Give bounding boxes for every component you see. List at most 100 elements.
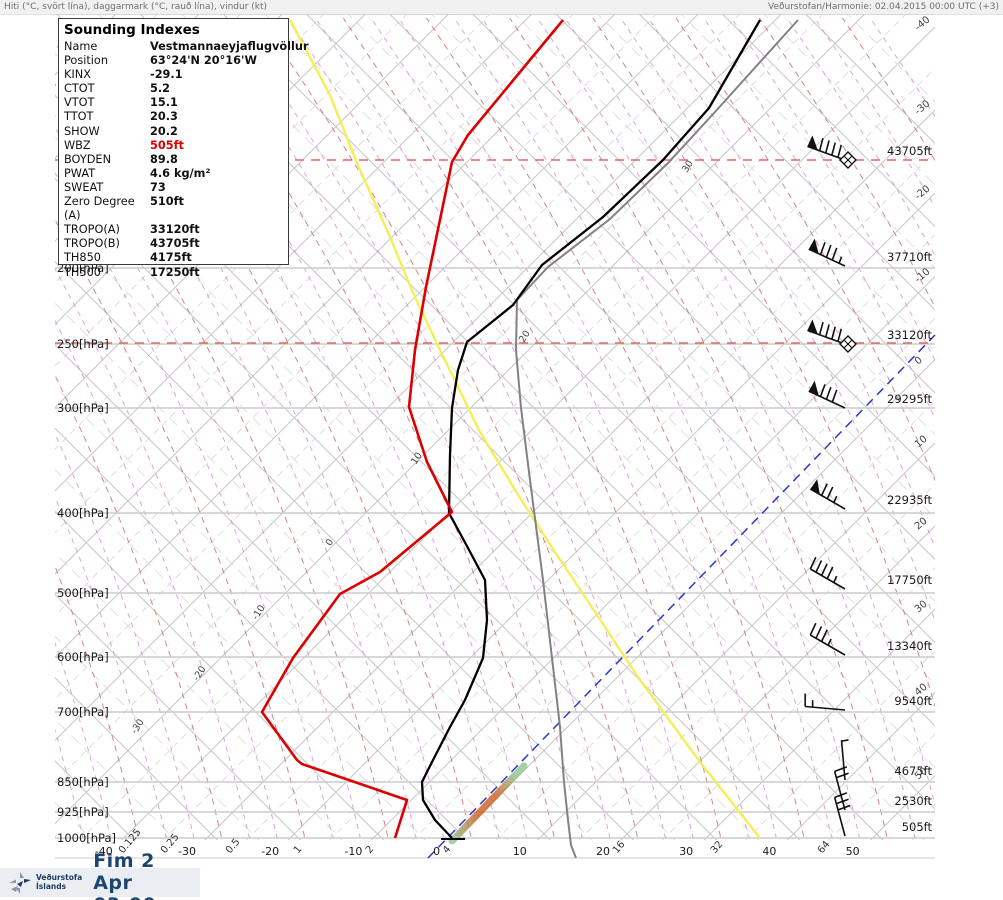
header-bar: Hiti (°C, svört lína), daggarmark (°C, r…	[0, 0, 1003, 15]
dry-adiabat-line	[722, 14, 935, 228]
wind-barb-full	[825, 244, 832, 258]
temp-tick-label: 20	[596, 845, 610, 858]
mixing-ratio-label: 0.5	[224, 837, 243, 856]
index-value: 4.6 kg/m²	[150, 166, 211, 180]
index-value: 17250ft	[150, 265, 200, 279]
wind-barb-shaft	[809, 568, 846, 590]
index-value: 15.1	[150, 96, 178, 110]
index-row: CTOT 5.2	[64, 82, 288, 96]
index-label: BOYDEN	[64, 152, 112, 166]
moist-adiabat-line	[55, 218, 306, 840]
pressure-label: 925[hPa]	[57, 805, 109, 819]
isotherm-edge-label: 0	[913, 355, 925, 368]
wind-barb-pennant	[808, 380, 819, 396]
isotherm-line	[370, 275, 935, 840]
index-label: TROPO(B)	[64, 237, 120, 251]
isotherm-edge-label: -20	[913, 183, 933, 202]
index-row: TROPO(A) 33120ft	[64, 223, 288, 237]
wind-barb-full	[820, 629, 828, 642]
dry-adiabat-line	[55, 677, 218, 840]
dry-adiabat-line	[472, 14, 935, 477]
dry-adiabat-minor-line	[264, 14, 935, 685]
isotherm-minor-line	[329, 234, 935, 840]
wind-barb	[808, 238, 846, 267]
pressure-label: 500[hPa]	[57, 586, 109, 600]
altitude-label: 33120ft	[887, 328, 932, 342]
moist-adiabat-line	[842, 17, 935, 162]
temp-tick-label: 50	[846, 845, 860, 858]
moist-adiabat-line	[259, 17, 639, 840]
yellow-reference-curve	[288, 19, 761, 839]
dry-adiabat-line	[55, 510, 385, 840]
dry-adiabat-minor-line	[680, 14, 935, 269]
vedurstofa-logo-text: Veðurstofa Íslands	[36, 873, 83, 891]
wind-barb	[804, 693, 846, 711]
wind-barb-shaft	[808, 248, 846, 267]
index-label: VTOT	[64, 96, 95, 110]
mixing-ratio-line	[204, 17, 584, 840]
index-label: TH850	[64, 251, 101, 265]
wind-barb-full	[818, 322, 824, 335]
index-value: 33120ft	[150, 223, 200, 237]
moist-adiabat-line	[758, 17, 935, 308]
wind-barb-shaft	[833, 797, 846, 837]
mixing-ratio-line	[731, 17, 935, 362]
index-label: TROPO(A)	[64, 223, 120, 237]
mixing-ratio-line	[55, 432, 195, 840]
temp-tick-label: 30	[679, 845, 693, 858]
index-value: 20.3	[150, 110, 178, 124]
skewt-svg: 200[hPa]250[hPa]300[hPa]400[hPa]500[hPa]…	[55, 13, 1003, 859]
mixing-ratio-label: 1	[292, 844, 305, 856]
isotherm-line	[55, 14, 533, 492]
isotherm-line	[869, 774, 935, 840]
index-row: WBZ 505ft	[64, 139, 288, 153]
index-value: Vestmannaeyjaflugvöllur	[150, 40, 309, 53]
wind-barb-shaft	[809, 488, 846, 510]
wind-barb-pennant	[808, 238, 819, 254]
altitude-label: 2530ft	[894, 794, 932, 808]
temp-tick-label: -40	[95, 845, 113, 858]
wind-barb-full	[831, 142, 836, 156]
mixing-ratio-line	[398, 17, 778, 840]
temp-tick-label: 40	[762, 845, 776, 858]
isotherm-line	[537, 442, 935, 840]
mixing-ratio-label: 64	[816, 839, 833, 856]
wind-barb	[809, 556, 846, 590]
isotherm-minor-line	[977, 14, 1003, 858]
index-row: Name Vestmannaeyjaflugvöllur	[64, 40, 309, 54]
wind-barb-half	[833, 575, 838, 583]
dry-adiabat-line	[389, 14, 935, 561]
tropopause-diamond-x	[844, 340, 852, 348]
wind-barb	[807, 319, 846, 345]
index-row: Zero Degree (A) 510ft	[64, 195, 288, 223]
temp-tick-label: -10	[344, 845, 362, 858]
mixing-ratio-line	[231, 17, 611, 840]
vedurstofa-logo-icon	[9, 871, 31, 894]
header-model-run: Veðurstofan/Harmonie: 02.04.2015 00:00 U…	[768, 2, 999, 12]
wind-barb-full	[834, 792, 848, 799]
index-row: VTOT 15.1	[64, 96, 288, 110]
wind-barb-full	[815, 626, 823, 639]
wind-barb-half	[841, 739, 849, 742]
isotherm-line	[453, 358, 935, 840]
dry-adiabat-minor-line	[846, 14, 935, 103]
isotherm-edge-label: 20	[913, 516, 930, 533]
isotherm-edge-label: -30	[913, 98, 933, 117]
index-row: BOYDEN 89.8	[64, 153, 288, 167]
wind-barb-full	[836, 798, 849, 805]
index-row: SHOW 20.2	[64, 125, 288, 139]
mixing-ratio-line	[453, 17, 833, 840]
dry-adiabat-line	[55, 427, 468, 840]
wind-barb	[840, 739, 849, 781]
index-row: TTOT 20.3	[64, 110, 288, 124]
isotherm-minor-line	[55, 14, 824, 783]
index-value: 20.2	[150, 124, 178, 138]
index-label: SWEAT	[64, 180, 104, 194]
index-value: 4175ft	[150, 251, 192, 265]
dry-adiabat-minor-line	[763, 14, 935, 186]
isotherm-minor-line	[79, 14, 907, 840]
valid-time-label: Fim 2 Apr 03:00	[93, 849, 155, 900]
wind-barb	[833, 766, 849, 811]
index-value: 89.8	[150, 152, 178, 166]
altitude-label: 29295ft	[887, 392, 932, 406]
